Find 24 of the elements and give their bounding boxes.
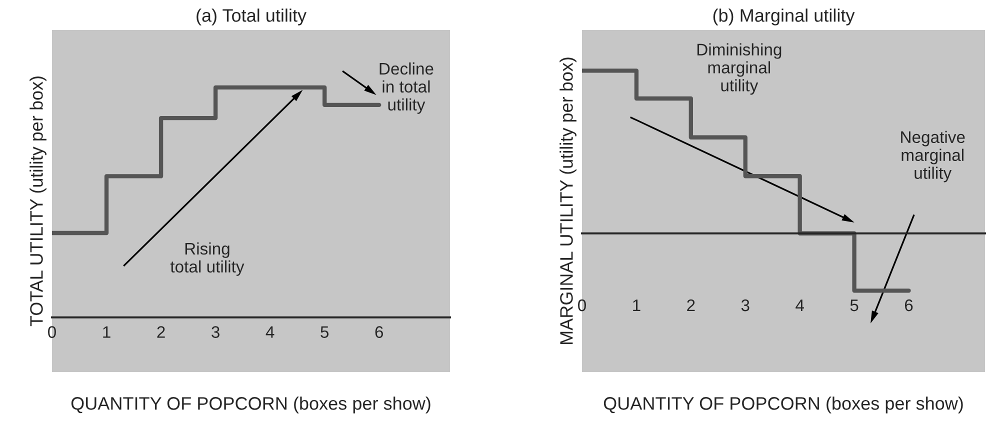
x-tick-label: 6	[375, 326, 384, 338]
x-axis-title: QUANTITY OF POPCORN (boxes per show)	[604, 396, 963, 414]
x-tick-label: 1	[633, 300, 640, 312]
x-tick-label: 4	[266, 326, 274, 338]
y-axis-title: TOTAL UTILITY (utility per box)	[30, 76, 46, 326]
x-tick-label: 0	[48, 326, 56, 338]
chart-title: (a) Total utility	[196, 8, 306, 26]
annotation: Decline in total utility	[380, 62, 434, 114]
annotation: Diminishing marginal utility	[697, 43, 782, 95]
x-tick-label: 5	[320, 326, 329, 338]
x-axis-title: QUANTITY OF POPCORN (boxes per show)	[71, 396, 430, 414]
x-tick-label: 5	[850, 300, 858, 312]
y-axis-title: MARGINAL UTILITY (utility per box)	[560, 58, 576, 344]
x-tick-label: 3	[741, 299, 750, 312]
annotation: Negative marginal utility	[901, 130, 965, 182]
x-tick-label: 3	[212, 326, 220, 338]
annotation: Rising total utility	[170, 242, 244, 276]
x-tick-label: 0	[578, 299, 586, 312]
x-tick-label: 2	[157, 326, 165, 338]
chart-title: (b) Marginal utility	[713, 8, 855, 26]
x-tick-label: 1	[103, 326, 110, 338]
x-tick-label: 2	[687, 299, 695, 312]
x-tick-label: 6	[904, 299, 913, 312]
x-tick-label: 4	[796, 300, 804, 312]
